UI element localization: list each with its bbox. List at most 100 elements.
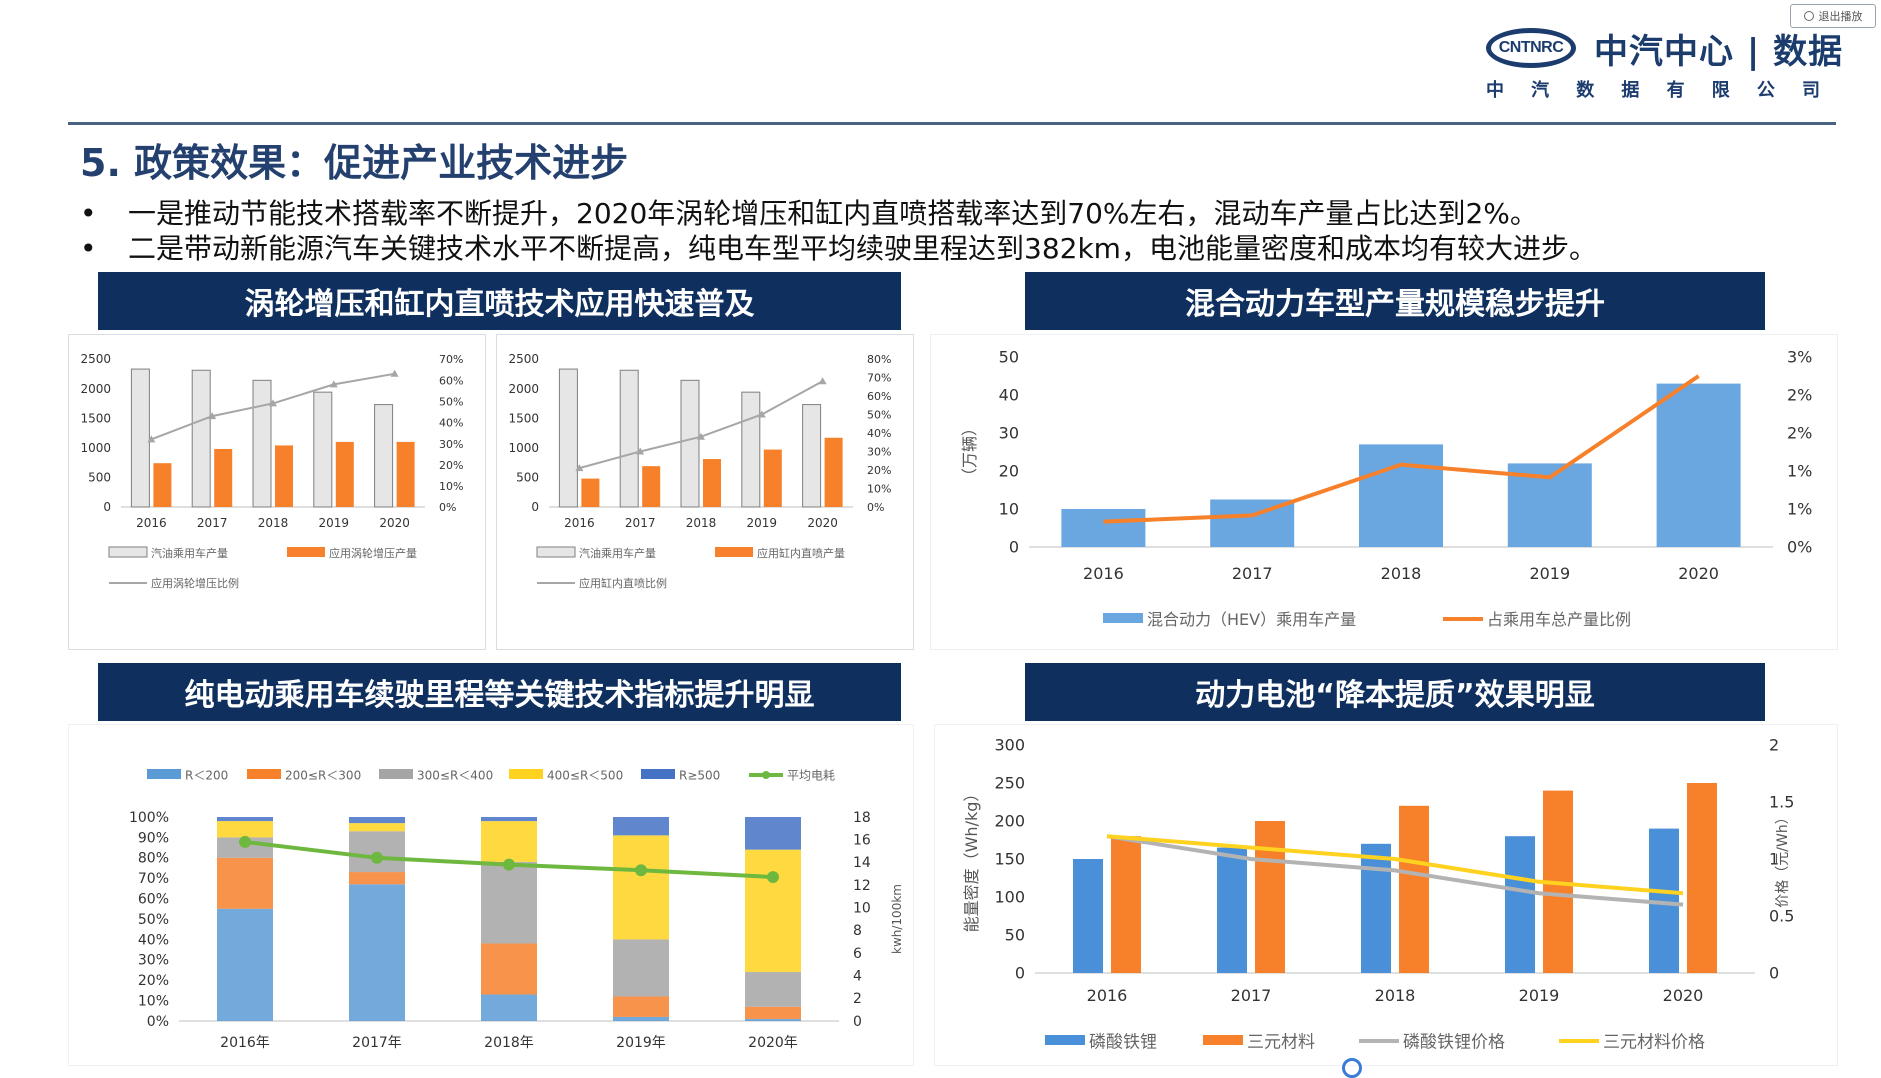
y2-tick-label: 0% (867, 501, 884, 514)
y-tick-label: 50% (138, 912, 169, 928)
bar (1111, 836, 1141, 973)
y2-tick-label: 2 (853, 991, 862, 1007)
bar (558, 368, 578, 508)
logo-emblem: CNTNRC (1486, 28, 1576, 68)
bar (1217, 847, 1247, 973)
logo-sub-text: 中 汽 数 据 有 限 公 司 (1486, 76, 1820, 102)
x-tick-label: 2018 (258, 516, 289, 530)
banner-battery: 动力电池“降本提质”效果明显 (1025, 663, 1765, 721)
y2-tick-label: 60% (867, 390, 891, 403)
y-axis-title: 能量密度（Wh/kg） (962, 786, 981, 933)
power-icon (1803, 11, 1814, 21)
bar (1359, 444, 1443, 547)
legend-label: 400≤R＜500 (547, 769, 623, 783)
page-title: 5. 政策效果：促进产业技术进步 (80, 141, 629, 185)
logo-sub-char: 限 (1711, 80, 1730, 101)
x-tick-label: 2019 (1529, 564, 1570, 583)
line-marker (503, 858, 515, 871)
y2-tick-label: 14 (853, 855, 871, 871)
y-tick-label: 10% (138, 994, 169, 1010)
y2-tick-label: 1% (1787, 462, 1812, 481)
y-tick-label: 2000 (80, 382, 111, 396)
hybrid-chart: 0 10 20 30 40 50 0% 1% 1% 2% 2% 3% （万辆） 2016 2017 2018 2… (960, 348, 1812, 629)
bar (642, 466, 661, 507)
legend-label: 平均电耗 (787, 769, 835, 783)
x-tick-label: 2020 (807, 516, 838, 530)
line-marker (269, 399, 277, 407)
bar (581, 478, 600, 507)
bar (1687, 783, 1717, 973)
bar-segment (745, 1018, 801, 1021)
y2-tick-label: 70% (439, 353, 463, 366)
logo-sub-char: 有 (1666, 80, 1685, 101)
bar (130, 368, 150, 508)
bar-segment (745, 817, 801, 850)
y-tick-label: 500 (88, 471, 111, 485)
y2-tick-label: 1% (1787, 500, 1812, 519)
legend-swatch (147, 769, 181, 779)
series-line (1103, 374, 1700, 524)
y-tick-label: 1000 (80, 441, 111, 455)
bar (741, 391, 761, 508)
y-tick-label: 0 (1009, 538, 1019, 557)
battery-chart-panel: 0 50 100 150 200 250 300 0 0.5 1 1.5 2 能量密度（Wh/kg） 价格… (934, 724, 1838, 1066)
bar (214, 448, 233, 507)
y-tick-label: 1500 (508, 411, 539, 425)
logo-sub-char: 司 (1801, 80, 1820, 101)
legend-swatch (379, 769, 413, 779)
x-tick-label: 2019 (319, 516, 350, 530)
line-marker (390, 369, 399, 377)
y-tick-label: 40% (138, 932, 169, 948)
y2-tick-label: 0.5 (1769, 907, 1794, 926)
y2-tick-label: 50% (439, 395, 463, 408)
bar-segment (745, 1006, 801, 1019)
y2-tick-label: 40% (439, 417, 463, 430)
bar (1255, 821, 1285, 973)
bar (396, 441, 415, 507)
bar-segment (745, 972, 801, 1007)
y-tick-label: 100% (129, 810, 169, 826)
bar (1399, 805, 1429, 973)
bullet-text: 二是带动新能源汽车关键技术水平不断提高，纯电车型平均续驶里程达到382km，电池… (128, 232, 1597, 265)
x-tick-label: 2019 (747, 516, 778, 530)
y2-axis-title: 价格（元/Wh） (1775, 810, 1791, 907)
legend-swatch (641, 769, 675, 779)
y-tick-label: 30% (138, 953, 169, 969)
line-marker (635, 864, 647, 877)
bar-segment (481, 994, 537, 1021)
y2-tick-label: 50% (867, 409, 891, 422)
ev-chart-panel: 0% 10% 20% 30% 40% 50% 60% 70% 80% 90% 100% 0 2 4 6 8 10… (68, 724, 914, 1066)
bullet-dot: • (80, 197, 97, 230)
bar (191, 369, 211, 508)
bar (680, 379, 700, 508)
bar (313, 391, 333, 508)
y2-tick-label: 2% (1787, 424, 1812, 443)
legend-swatch (715, 547, 753, 557)
y-tick-label: 50 (1005, 926, 1025, 945)
banner-turbo: 涡轮增压和缸内直喷技术应用快速普及 (98, 272, 901, 330)
y2-tick-label: 12 (853, 878, 871, 894)
x-tick-label: 2017 (625, 516, 656, 530)
legend-swatch (536, 546, 576, 558)
bar-segment (613, 835, 669, 940)
bar (252, 379, 272, 508)
legend-label: 应用涡轮增压产量 (329, 546, 417, 560)
exit-presentation-button[interactable]: 退出播放 (1790, 4, 1876, 28)
battery-chart: 0 50 100 150 200 250 300 0 0.5 1 1.5 2 能量密度（Wh/kg） 价格… (962, 736, 1794, 1053)
x-tick-label: 2018 (686, 516, 717, 530)
line-marker (636, 447, 645, 455)
x-tick-label: 2018 (1375, 986, 1416, 1005)
legend-swatch (247, 769, 281, 779)
y2-axis-title: kwh/100km (890, 884, 904, 954)
y2-tick-label: 60% (439, 374, 463, 387)
legend-swatch (1103, 613, 1143, 623)
y-tick-label: 0 (1015, 964, 1025, 983)
y-tick-label: 60% (138, 892, 169, 908)
legend-swatch (287, 547, 325, 557)
y2-tick-label: 2% (1787, 386, 1812, 405)
bar-segment (217, 817, 273, 822)
bullet-dot: • (80, 232, 97, 265)
bar (374, 404, 394, 508)
slide-progress-icon[interactable] (1342, 1058, 1362, 1078)
y2-tick-label: 16 (853, 833, 871, 849)
